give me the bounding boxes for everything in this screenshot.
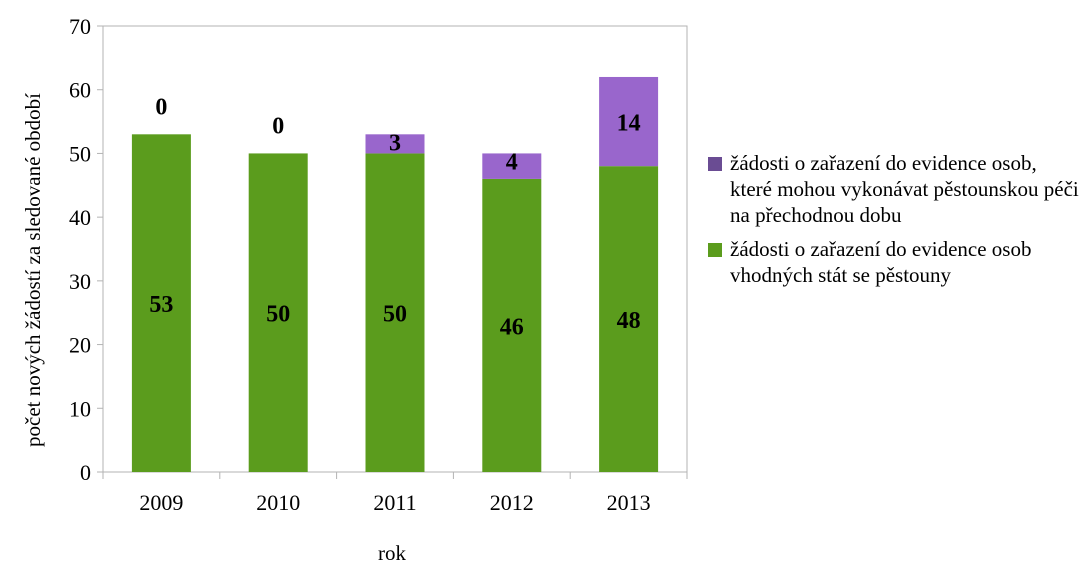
data-label-prechodna: 14 [617, 111, 641, 137]
y-tick-label: 50 [69, 141, 91, 166]
x-tick-label: 2012 [490, 490, 534, 515]
bar-prechodna [599, 76, 659, 167]
x-axis: 2009 2010 2011 2012 2013 [102, 472, 688, 515]
y-axis-title: počet nových žádostí za sledované období [21, 93, 45, 447]
legend-label-prechodna: žádosti o zařazení do evidence osob, kte… [730, 151, 1079, 227]
bar-pestouni [599, 166, 659, 472]
y-tick-label: 20 [69, 333, 91, 358]
legend-swatch-pestouni [708, 243, 722, 257]
legend-swatch-prechodna [708, 157, 722, 171]
data-label-prechodna: 0 [272, 113, 284, 139]
bar-pestouni [365, 153, 425, 472]
data-label-pestouni: 46 [500, 314, 524, 340]
x-tick-label: 2009 [139, 490, 183, 515]
x-tick-label: 2011 [373, 490, 416, 515]
y-tick-label: 10 [69, 396, 91, 421]
y-tick-label: 70 [69, 14, 91, 39]
value-labels: 53 0 50 0 50 3 46 4 48 14 [149, 94, 640, 340]
legend-label-pestouni: žádosti o zařazení do evidence osob vhod… [730, 237, 1032, 287]
bars [131, 76, 659, 473]
y-tick-label: 30 [69, 269, 91, 294]
legend-item-prechodna: žádosti o zařazení do evidence osob, kte… [708, 150, 1080, 228]
data-label-pestouni: 50 [266, 302, 290, 328]
x-tick-label: 2013 [607, 490, 651, 515]
data-label-prechodna: 0 [155, 94, 167, 120]
y-tick-label: 60 [69, 78, 91, 103]
y-tick-label: 40 [69, 205, 91, 230]
x-axis-title: rok [378, 541, 406, 565]
bar-prechodna [365, 134, 425, 154]
data-label-pestouni: 50 [383, 302, 407, 328]
data-label-pestouni: 48 [617, 308, 641, 334]
legend: žádosti o zařazení do evidence osob, kte… [708, 150, 1080, 296]
bar-pestouni [248, 153, 308, 472]
x-tick-label: 2010 [256, 490, 300, 515]
bar-prechodna [482, 153, 542, 179]
y-axis: 0 10 20 30 40 50 60 70 [69, 14, 103, 485]
data-label-prechodna: 4 [506, 149, 518, 175]
y-tick-label: 0 [80, 460, 91, 485]
data-label-prechodna: 3 [389, 130, 401, 156]
bar-pestouni [131, 134, 191, 473]
bar-pestouni [482, 178, 542, 472]
data-label-pestouni: 53 [149, 292, 173, 318]
legend-item-pestouni: žádosti o zařazení do evidence osob vhod… [708, 236, 1080, 288]
